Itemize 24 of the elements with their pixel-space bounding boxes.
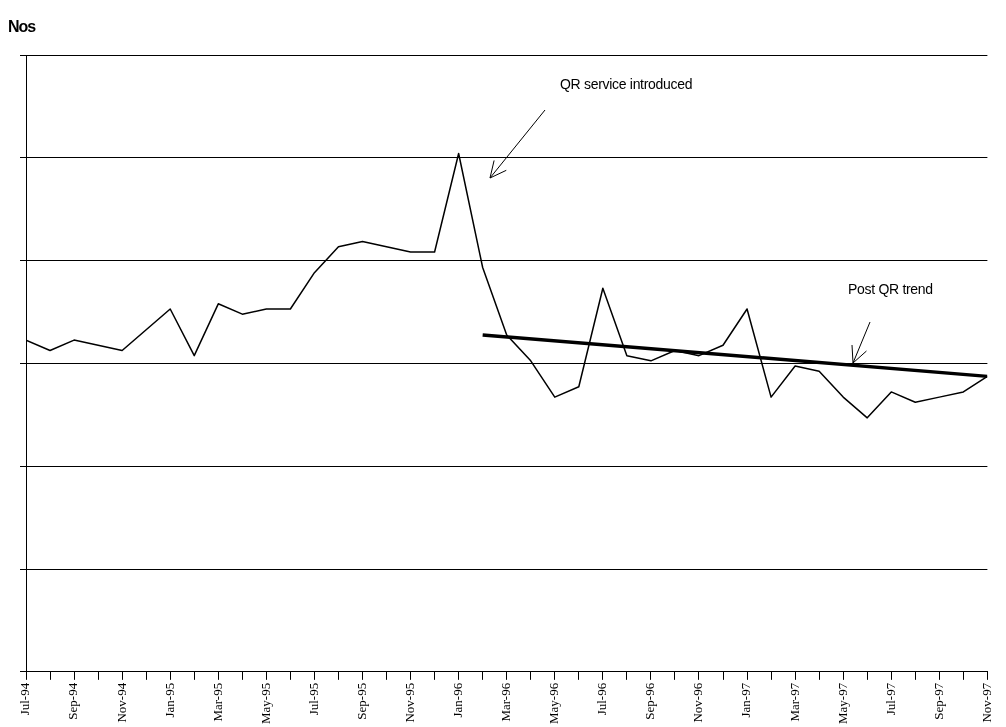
text: Nos	[8, 18, 36, 36]
annotation: Post QR trend	[848, 281, 933, 297]
x-tick-label: Nov-94	[113, 682, 129, 723]
x-tick-label: Mar-96	[498, 682, 514, 722]
x-tick-label: Sep-95	[353, 682, 369, 720]
x-tick-label: Jul-95	[305, 682, 321, 716]
x-tick-label: May-95	[257, 682, 273, 725]
x-tick-label: May-96	[546, 682, 562, 725]
x-tick-label: May-97	[834, 682, 850, 725]
x-tick-label: Jul-96	[594, 682, 610, 716]
x-tick-label: Sep-97	[930, 682, 946, 720]
x-tick-label: Jul-94	[17, 682, 33, 716]
x-tick-label: Nov-97	[978, 682, 994, 723]
text: QR service introduced	[560, 76, 693, 92]
x-tick-label: Jan-95	[161, 682, 177, 718]
x-tick-label: Nov-96	[690, 682, 706, 723]
x-tick-label: Jul-97	[882, 682, 898, 716]
x-tick-label: Sep-94	[65, 682, 81, 720]
x-tick-label: Nov-95	[401, 682, 417, 723]
x-tick-label: Jan-96	[450, 682, 466, 718]
x-tick-label: Jan-97	[738, 682, 754, 718]
x-tick-label: Mar-95	[209, 682, 225, 722]
x-tick-label: Mar-97	[786, 682, 802, 722]
x-tick-label: Sep-96	[642, 682, 658, 720]
